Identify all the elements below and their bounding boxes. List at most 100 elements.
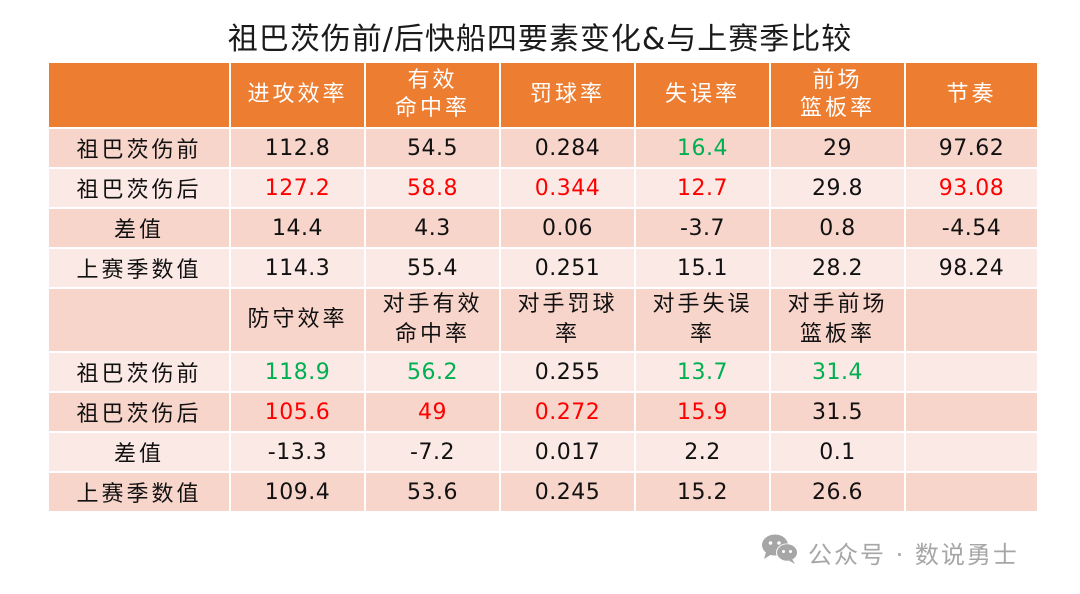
table-row: 祖巴茨伤后 105.6 49 0.272 15.9 31.5 xyxy=(47,391,1039,433)
table-cell: 0.251 xyxy=(499,247,636,289)
header-ft-rate: 罚球率 xyxy=(499,61,636,129)
cell-value: 26.6 xyxy=(812,479,863,505)
table-row: 祖巴茨伤前 112.8 54.5 0.284 16.4 29 97.62 xyxy=(47,127,1039,169)
row-label: 上赛季数值 xyxy=(47,471,231,513)
header-cell-blank xyxy=(47,287,231,353)
table-cell: 0.017 xyxy=(499,431,636,473)
cell-value: 97.62 xyxy=(938,135,1005,161)
table-cell xyxy=(904,471,1039,513)
cell-value: 31.4 xyxy=(812,359,863,385)
table-cell: 53.6 xyxy=(364,471,501,513)
table-cell: 114.3 xyxy=(229,247,366,289)
table-cell: -4.54 xyxy=(904,207,1039,249)
cell-value: 13.7 xyxy=(677,359,728,385)
cell-value: 0.8 xyxy=(819,215,856,241)
table-cell: 0.8 xyxy=(769,207,906,249)
cell-value: 0.272 xyxy=(534,399,601,425)
table-cell: 56.2 xyxy=(364,351,501,393)
cell-value: 31.5 xyxy=(812,399,863,425)
cell-value: 29 xyxy=(823,135,852,161)
row-label: 祖巴茨伤前 xyxy=(47,351,231,393)
header-efg-pct: 有效 命中率 xyxy=(364,61,501,129)
table-cell: 98.24 xyxy=(904,247,1039,289)
table-cell: 29.8 xyxy=(769,167,906,209)
cell-value: 109.4 xyxy=(264,479,331,505)
table-cell: 0.1 xyxy=(769,431,906,473)
table-row: 差值 -13.3 -7.2 0.017 2.2 0.1 xyxy=(47,431,1039,473)
cell-value: 55.4 xyxy=(407,255,458,281)
cell-value: -3.7 xyxy=(680,215,725,241)
cell-value: 15.9 xyxy=(677,399,728,425)
cell-value: 53.6 xyxy=(407,479,458,505)
table-cell: 118.9 xyxy=(229,351,366,393)
table-cell: 55.4 xyxy=(364,247,501,289)
table-cell: 2.2 xyxy=(634,431,771,473)
table-cell: 26.6 xyxy=(769,471,906,513)
table-cell: 109.4 xyxy=(229,471,366,513)
watermark-text: 公众号 · 数说勇士 xyxy=(808,540,1019,569)
header-offensive-rating: 进攻效率 xyxy=(229,61,366,129)
cell-value: 29.8 xyxy=(812,175,863,201)
cell-value: 114.3 xyxy=(264,255,331,281)
table-cell: 105.6 xyxy=(229,391,366,433)
table-cell: 49 xyxy=(364,391,501,433)
cell-value: -4.54 xyxy=(941,215,1002,241)
watermark: 公众号 · 数说勇士 xyxy=(760,534,1019,570)
cell-value: 0.06 xyxy=(542,215,593,241)
table-cell: 28.2 xyxy=(769,247,906,289)
table-cell: 93.08 xyxy=(904,167,1039,209)
row-label: 祖巴茨伤前 xyxy=(47,127,231,169)
page-title: 祖巴茨伤前/后快船四要素变化&与上赛季比较 xyxy=(227,22,853,57)
cell-value: 0.017 xyxy=(534,439,601,465)
header-opp-tov-pct: 对手失误率 xyxy=(634,287,771,353)
cell-value: 98.24 xyxy=(938,255,1005,281)
header-cell-blank xyxy=(47,61,231,129)
cell-value: 0.251 xyxy=(534,255,601,281)
cell-value: 12.7 xyxy=(677,175,728,201)
header-cell-blank xyxy=(904,287,1039,353)
table-cell: 0.272 xyxy=(499,391,636,433)
cell-value: 14.4 xyxy=(272,215,323,241)
row-label: 上赛季数值 xyxy=(47,247,231,289)
table-cell: 15.9 xyxy=(634,391,771,433)
cell-value: 0.1 xyxy=(819,439,856,465)
table-row: 上赛季数值 109.4 53.6 0.245 15.2 26.6 xyxy=(47,471,1039,513)
table-cell: 0.06 xyxy=(499,207,636,249)
four-factors-table: 进攻效率 有效 命中率 罚球率 失误率 前场 篮板率 节奏 祖巴茨伤前 112.8 54… xyxy=(47,61,1039,513)
cell-value: 127.2 xyxy=(264,175,331,201)
table-row: 上赛季数值 114.3 55.4 0.251 15.1 28.2 98.24 xyxy=(47,247,1039,289)
table-cell: 31.5 xyxy=(769,391,906,433)
cell-value: 93.08 xyxy=(938,175,1005,201)
cell-value: 105.6 xyxy=(264,399,331,425)
defense-header-row: 防守效率 对手有效 命中率 对手罚球率 对手失误率 对手前场 篮板率 xyxy=(47,287,1039,353)
table-row: 祖巴茨伤后 127.2 58.8 0.344 12.7 29.8 93.08 xyxy=(47,167,1039,209)
cell-value: 54.5 xyxy=(407,135,458,161)
cell-value: 118.9 xyxy=(264,359,331,385)
cell-value: 112.8 xyxy=(264,135,331,161)
cell-value: 0.255 xyxy=(534,359,601,385)
table-cell xyxy=(904,351,1039,393)
table-cell: 0.344 xyxy=(499,167,636,209)
table-cell: 127.2 xyxy=(229,167,366,209)
table-cell: 112.8 xyxy=(229,127,366,169)
table-cell: -13.3 xyxy=(229,431,366,473)
table-cell: 15.1 xyxy=(634,247,771,289)
table-cell: 4.3 xyxy=(364,207,501,249)
table-cell: 12.7 xyxy=(634,167,771,209)
offense-header-row: 进攻效率 有效 命中率 罚球率 失误率 前场 篮板率 节奏 xyxy=(47,61,1039,129)
table-cell: 58.8 xyxy=(364,167,501,209)
table-cell: 0.245 xyxy=(499,471,636,513)
table-cell: 16.4 xyxy=(634,127,771,169)
cell-value: 15.1 xyxy=(677,255,728,281)
cell-value: 0.284 xyxy=(534,135,601,161)
cell-value: 0.245 xyxy=(534,479,601,505)
cell-value: -7.2 xyxy=(410,439,455,465)
header-opp-oreb-pct: 对手前场 篮板率 xyxy=(769,287,906,353)
table-cell: 0.255 xyxy=(499,351,636,393)
table-cell: 31.4 xyxy=(769,351,906,393)
header-opp-ft-rate: 对手罚球率 xyxy=(499,287,636,353)
cell-value: 4.3 xyxy=(414,215,451,241)
table-cell: 97.62 xyxy=(904,127,1039,169)
header-defensive-rating: 防守效率 xyxy=(229,287,366,353)
table-row: 差值 14.4 4.3 0.06 -3.7 0.8 -4.54 xyxy=(47,207,1039,249)
